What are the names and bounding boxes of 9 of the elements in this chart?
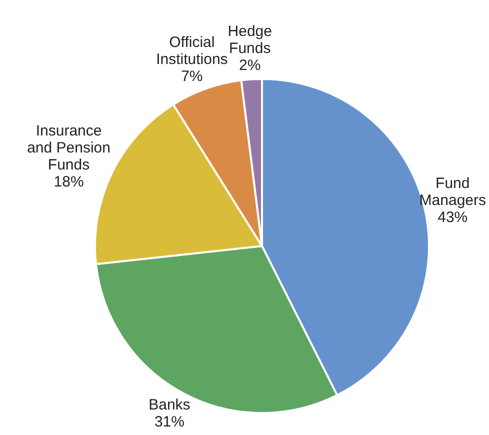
data-label: 18% bbox=[54, 173, 84, 190]
data-label: 2% bbox=[239, 56, 261, 74]
slice-label: Banks bbox=[148, 396, 190, 414]
slice-label: Official Institutions bbox=[156, 34, 228, 68]
data-label: 7% bbox=[181, 68, 203, 86]
data-label: 43% bbox=[438, 209, 468, 226]
data-label: 31% bbox=[154, 413, 184, 430]
slice-label: Insurance and Pension Funds bbox=[27, 122, 110, 174]
slice-label: Hedge Funds bbox=[228, 22, 272, 57]
